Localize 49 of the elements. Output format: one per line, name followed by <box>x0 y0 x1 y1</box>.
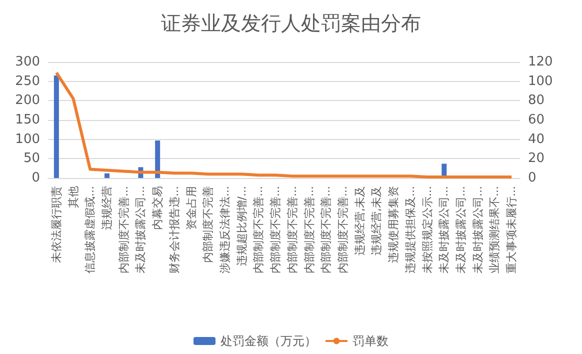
x-tick-label: 未依法履行职责 <box>50 186 63 263</box>
y-tick-label: 100 <box>15 132 40 147</box>
x-tick-label: 未及时披露公司... <box>134 186 148 274</box>
x-tick-label: 违规经营,未及 <box>353 186 366 256</box>
x-tick-label: 涉嫌违反法律法... <box>218 186 232 274</box>
legend-label: 罚单数 <box>352 334 388 348</box>
x-tick-label: 违规使用募集资 <box>387 186 400 263</box>
x-tick-label: 内部制度不完善 <box>202 186 215 263</box>
x-tick-label: 内幕交易 <box>151 186 164 230</box>
x-tick-label: 信息披露虚假或... <box>84 186 97 274</box>
y2-tick-label: 40 <box>528 132 545 147</box>
x-tick-label: 重大事项未履行... <box>505 186 518 274</box>
y-tick-label: 150 <box>15 112 40 128</box>
x-tick-label: 违规超比例增/... <box>235 186 248 266</box>
x-tick-label: 资金占用 <box>184 186 198 230</box>
x-tick-label: 未及时披露公司... <box>454 186 468 274</box>
x-tick-label: 内部制度不完善... <box>117 186 130 274</box>
x-tick-label: 未按照规定公示... <box>420 186 434 274</box>
chart-title: 证券业及发行人处罚案由分布 <box>161 11 421 35</box>
x-tick-label: 违规经营,未及 <box>370 186 384 256</box>
y2-tick-label: 100 <box>528 74 553 89</box>
x-tick-label: 内部制度不完善... <box>286 186 299 274</box>
y2-tick-label: 80 <box>528 93 545 108</box>
y-tick-label: 0 <box>32 170 40 186</box>
x-tick-label: 未及时披露公司... <box>438 186 451 274</box>
x-tick-label: 业绩预测结果不... <box>488 186 502 274</box>
y2-tick-label: 0 <box>528 170 536 186</box>
x-tick-label: 内部制度不完善... <box>269 186 282 274</box>
y-tick-label: 300 <box>15 54 40 70</box>
x-tick-label: 违规经营 <box>100 186 114 230</box>
x-tick-label: 内部制度不完善... <box>302 186 316 274</box>
x-tick-label: 内部制度不完善... <box>320 186 333 274</box>
x-tick-label: 内部制度不完善... <box>252 186 266 274</box>
y2-tick-label: 120 <box>528 54 553 70</box>
x-tick-label: 其他 <box>66 186 80 208</box>
line-series <box>54 71 514 179</box>
y-tick-label: 200 <box>15 93 40 108</box>
y2-tick-label: 60 <box>528 112 545 128</box>
y2-tick-label: 20 <box>528 151 545 166</box>
x-tick-label: 未及时披露公司... <box>471 186 484 274</box>
bar <box>155 140 160 178</box>
x-tick-label: 违规提供担保及... <box>404 186 417 274</box>
x-tick-label: 财务会计报告违... <box>168 186 181 274</box>
bar <box>54 76 59 178</box>
y-tick-label: 50 <box>23 151 40 166</box>
y-tick-label: 250 <box>15 74 40 89</box>
legend-label: 处罚金额（万元） <box>220 334 316 348</box>
bar <box>104 173 110 178</box>
x-tick-label: 内部制度不完善... <box>336 186 350 274</box>
